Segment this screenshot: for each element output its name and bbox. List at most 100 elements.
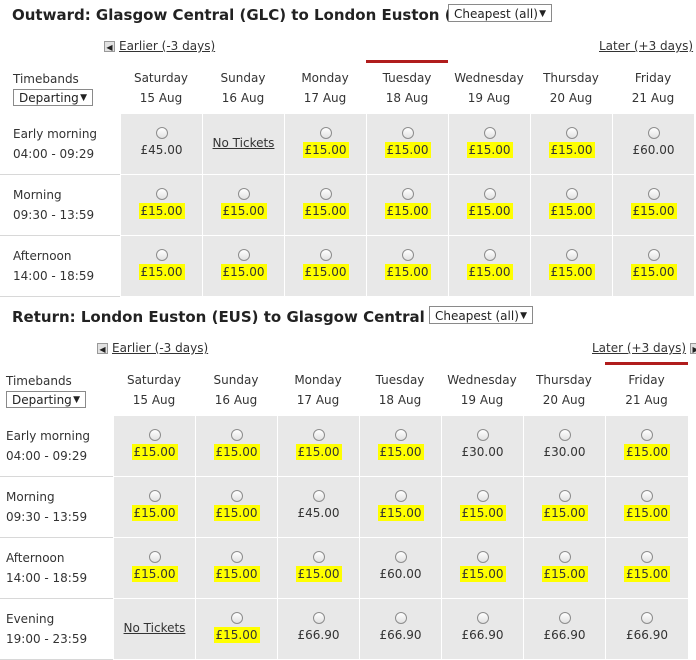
fare-radio[interactable] [394, 490, 407, 502]
fare-radio[interactable] [558, 612, 571, 624]
fare-radio[interactable] [319, 249, 332, 261]
fare-cell[interactable]: £60.00 [612, 114, 694, 175]
fare-cell[interactable]: £15.00 [441, 538, 523, 599]
fare-radio[interactable] [558, 551, 571, 563]
fare-cell[interactable]: £15.00 [605, 538, 688, 599]
fare-radio[interactable] [155, 127, 168, 139]
fare-cell[interactable]: £15.00 [359, 416, 441, 477]
fare-radio[interactable] [401, 249, 414, 261]
fare-radio[interactable] [476, 490, 489, 502]
fare-cell[interactable]: £66.90 [605, 599, 688, 660]
fare-cell[interactable]: £15.00 [284, 175, 366, 236]
fare-radio[interactable] [155, 249, 168, 261]
fare-cell[interactable]: £15.00 [195, 599, 277, 660]
no-tickets-link[interactable]: No Tickets [212, 136, 275, 150]
fare-radio[interactable] [641, 551, 653, 563]
outward-sort-select[interactable]: Cheapest (all) ▼ [448, 4, 552, 22]
fare-radio[interactable] [647, 249, 660, 261]
fare-radio[interactable] [558, 490, 571, 502]
fare-radio[interactable] [148, 490, 161, 502]
fare-radio[interactable] [394, 612, 407, 624]
fare-cell[interactable]: £45.00 [277, 477, 359, 538]
fare-cell[interactable]: £15.00 [113, 538, 195, 599]
return-earlier-link[interactable]: ◀ Earlier (-3 days) [97, 341, 208, 355]
fare-cell[interactable]: £15.00 [523, 538, 605, 599]
fare-cell[interactable]: £15.00 [195, 538, 277, 599]
fare-cell[interactable]: £15.00 [277, 416, 359, 477]
fare-cell[interactable]: £15.00 [448, 236, 530, 297]
fare-cell[interactable]: £15.00 [366, 114, 448, 175]
return-departing-select[interactable]: Departing ▼ [6, 391, 86, 408]
fare-radio[interactable] [230, 490, 243, 502]
fare-radio[interactable] [394, 551, 407, 563]
fare-cell[interactable]: £15.00 [366, 236, 448, 297]
fare-cell[interactable]: £15.00 [120, 236, 202, 297]
fare-radio[interactable] [647, 188, 660, 200]
fare-cell[interactable]: £15.00 [448, 175, 530, 236]
fare-radio[interactable] [230, 551, 243, 563]
fare-cell[interactable]: £15.00 [359, 477, 441, 538]
fare-cell[interactable]: £15.00 [612, 175, 694, 236]
fare-cell[interactable]: £66.90 [359, 599, 441, 660]
fare-radio[interactable] [565, 249, 578, 261]
fare-cell[interactable]: £15.00 [284, 114, 366, 175]
fare-cell[interactable]: £15.00 [612, 236, 694, 297]
fare-radio[interactable] [476, 429, 489, 441]
fare-radio[interactable] [483, 188, 496, 200]
fare-radio[interactable] [558, 429, 571, 441]
fare-radio[interactable] [565, 127, 578, 139]
fare-radio[interactable] [230, 612, 243, 624]
fare-cell[interactable]: £15.00 [195, 477, 277, 538]
fare-cell[interactable]: £15.00 [605, 477, 688, 538]
fare-radio[interactable] [641, 429, 653, 441]
fare-radio[interactable] [312, 612, 325, 624]
fare-radio[interactable] [237, 188, 250, 200]
outward-earlier-link[interactable]: ◀ Earlier (-3 days) [104, 39, 215, 53]
outward-departing-select[interactable]: Departing ▼ [13, 89, 93, 106]
fare-radio[interactable] [476, 551, 489, 563]
fare-cell[interactable]: £15.00 [284, 236, 366, 297]
return-later-link[interactable]: Later (+3 days) ▶ [592, 341, 696, 355]
fare-cell[interactable]: £15.00 [202, 175, 284, 236]
fare-cell[interactable]: £15.00 [530, 114, 612, 175]
fare-cell[interactable]: £15.00 [523, 477, 605, 538]
fare-cell[interactable]: £15.00 [530, 236, 612, 297]
fare-cell[interactable]: £15.00 [195, 416, 277, 477]
fare-radio[interactable] [401, 188, 414, 200]
fare-radio[interactable] [394, 429, 407, 441]
fare-cell[interactable]: £60.00 [359, 538, 441, 599]
fare-radio[interactable] [312, 490, 325, 502]
outward-later-link[interactable]: Later (+3 days) ▶ [599, 39, 696, 53]
fare-radio[interactable] [230, 429, 243, 441]
fare-radio[interactable] [476, 612, 489, 624]
fare-radio[interactable] [401, 127, 414, 139]
fare-cell[interactable]: £15.00 [113, 416, 195, 477]
fare-radio[interactable] [565, 188, 578, 200]
fare-radio[interactable] [312, 551, 325, 563]
fare-radio[interactable] [148, 551, 161, 563]
fare-cell[interactable]: £30.00 [523, 416, 605, 477]
fare-cell[interactable]: £66.90 [441, 599, 523, 660]
no-tickets-link[interactable]: No Tickets [123, 621, 186, 635]
fare-radio[interactable] [647, 127, 660, 139]
fare-cell[interactable]: £66.90 [277, 599, 359, 660]
fare-cell[interactable]: £30.00 [441, 416, 523, 477]
fare-cell[interactable]: £15.00 [113, 477, 195, 538]
fare-radio[interactable] [641, 490, 653, 502]
return-sort-select[interactable]: Cheapest (all) ▼ [429, 306, 533, 324]
fare-radio[interactable] [483, 127, 496, 139]
fare-cell[interactable]: £15.00 [202, 236, 284, 297]
fare-cell[interactable]: £15.00 [277, 538, 359, 599]
fare-radio[interactable] [641, 612, 653, 624]
fare-radio[interactable] [312, 429, 325, 441]
fare-cell[interactable]: £15.00 [530, 175, 612, 236]
fare-radio[interactable] [319, 188, 332, 200]
fare-cell[interactable]: £15.00 [605, 416, 688, 477]
fare-radio[interactable] [483, 249, 496, 261]
fare-cell[interactable]: £15.00 [448, 114, 530, 175]
fare-radio[interactable] [237, 249, 250, 261]
fare-cell[interactable]: £45.00 [120, 114, 202, 175]
fare-radio[interactable] [148, 429, 161, 441]
fare-cell[interactable]: £15.00 [120, 175, 202, 236]
fare-cell[interactable]: £66.90 [523, 599, 605, 660]
